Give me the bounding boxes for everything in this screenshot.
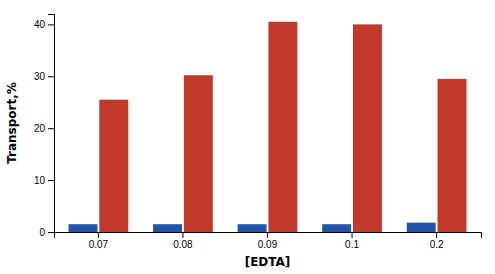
tick: 0.2 bbox=[430, 232, 444, 250]
tick-label: 0.07 bbox=[89, 239, 109, 250]
chart-container: 0.07 0.08 0.09 0.1 0.2 0 10 20 30 40 [EDTA] Transpo… bbox=[0, 0, 495, 274]
tick-label: 0.08 bbox=[173, 239, 193, 250]
tick: 20 bbox=[34, 123, 54, 134]
y-axis-title: Transport,% bbox=[5, 82, 19, 164]
tick-label: 0.2 bbox=[430, 239, 444, 250]
tick: 10 bbox=[34, 175, 54, 186]
bar bbox=[353, 24, 382, 232]
tick-label: 10 bbox=[34, 175, 46, 186]
tick-mark bbox=[436, 232, 437, 238]
x-axis: 0.07 0.08 0.09 0.1 0.2 bbox=[55, 232, 482, 250]
bar-series bbox=[99, 22, 466, 232]
tick-mark bbox=[48, 76, 54, 77]
tick: 0.1 bbox=[345, 232, 359, 250]
bar bbox=[268, 22, 297, 232]
tick-mark bbox=[48, 180, 54, 181]
bar bbox=[184, 75, 213, 232]
bar bbox=[407, 223, 436, 232]
tick-label: 40 bbox=[34, 19, 46, 30]
tick-mark bbox=[182, 232, 183, 238]
y-axis: 0 10 20 30 40 bbox=[34, 15, 55, 238]
tick-label: 30 bbox=[34, 71, 46, 82]
chart: 0.07 0.08 0.09 0.1 0.2 0 10 20 30 40 [EDTA] Transpo… bbox=[0, 0, 495, 274]
axis-line bbox=[48, 15, 55, 233]
bar bbox=[99, 100, 128, 232]
tick: 0 bbox=[39, 227, 54, 238]
axis-line bbox=[55, 233, 482, 239]
tick: 40 bbox=[34, 19, 54, 30]
tick-label: 0.1 bbox=[345, 239, 359, 250]
tick-mark bbox=[98, 232, 99, 238]
tick-mark bbox=[352, 232, 353, 238]
bar bbox=[69, 224, 98, 232]
tick-mark bbox=[267, 232, 268, 238]
x-axis-title: [EDTA] bbox=[245, 255, 291, 269]
tick: 0.07 bbox=[89, 232, 109, 250]
tick: 30 bbox=[34, 71, 54, 82]
tick: 0.08 bbox=[173, 232, 193, 250]
tick: 0.09 bbox=[258, 232, 278, 250]
tick-label: 0 bbox=[39, 227, 45, 238]
tick-label: 20 bbox=[34, 123, 46, 134]
tick-mark bbox=[48, 128, 54, 129]
bar bbox=[438, 79, 467, 232]
tick-mark bbox=[48, 232, 54, 233]
bar bbox=[238, 224, 267, 232]
bar bbox=[322, 224, 351, 232]
tick-label: 0.09 bbox=[258, 239, 278, 250]
tick-mark bbox=[48, 24, 54, 25]
plot-area bbox=[69, 22, 467, 232]
bar bbox=[153, 224, 182, 232]
